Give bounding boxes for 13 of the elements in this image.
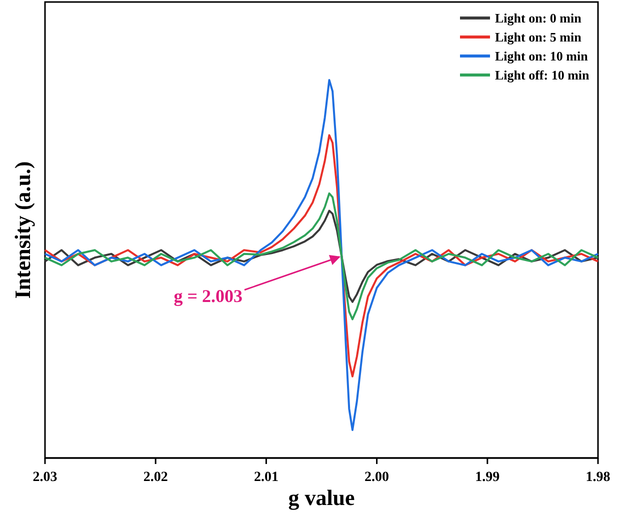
x-tick-label: 2.03 (32, 470, 58, 485)
x-axis-title: g value (288, 485, 356, 510)
legend-label: Light on: 0 min (495, 10, 582, 26)
y-axis-title: Intensity (a.u.) (10, 161, 35, 299)
annotation: g = 2.003 (174, 286, 243, 306)
x-tick-label: 2.01 (254, 470, 278, 485)
legend-label: Light on: 10 min (495, 48, 589, 64)
x-tick-label: 1.99 (475, 470, 500, 485)
x-tick-label: 1.98 (586, 470, 610, 485)
x-tick-label: 2.02 (143, 470, 168, 485)
legend-label: Light off: 10 min (495, 68, 590, 83)
legend-label: Light on: 5 min (495, 30, 582, 45)
x-tick-label: 2.00 (364, 470, 390, 485)
